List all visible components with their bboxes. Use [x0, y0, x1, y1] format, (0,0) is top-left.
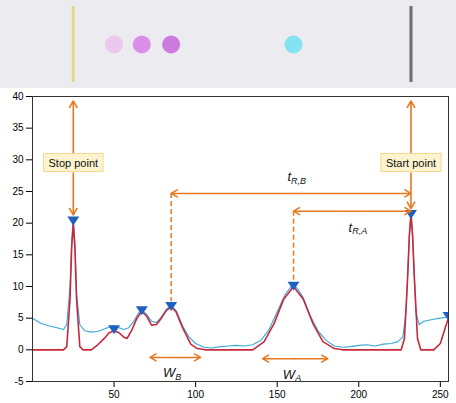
svg-text:Start point: Start point [386, 157, 436, 169]
svg-text:W: W [163, 365, 176, 381]
svg-text:35: 35 [12, 122, 24, 133]
svg-text:R,B: R,B [291, 176, 306, 186]
svg-text:Stop point: Stop point [49, 157, 99, 169]
svg-text:150: 150 [269, 389, 286, 400]
svg-text:5: 5 [18, 312, 24, 323]
svg-text:30: 30 [12, 154, 24, 165]
svg-text:10: 10 [12, 281, 24, 292]
svg-text:W: W [282, 366, 296, 382]
svg-text:A: A [294, 373, 301, 383]
svg-text:200: 200 [350, 389, 367, 400]
svg-text:100: 100 [187, 389, 204, 400]
svg-text:20: 20 [12, 217, 24, 228]
svg-text:R,A: R,A [352, 226, 367, 236]
svg-text:0: 0 [18, 344, 24, 355]
svg-text:t: t [348, 219, 353, 235]
svg-text:250: 250 [432, 389, 449, 400]
svg-text:40: 40 [12, 91, 24, 102]
svg-text:15: 15 [12, 249, 24, 260]
svg-text:-5: -5 [15, 376, 24, 387]
svg-text:25: 25 [12, 186, 24, 197]
svg-text:t: t [287, 169, 292, 185]
svg-text:B: B [175, 372, 181, 382]
svg-text:50: 50 [109, 389, 121, 400]
